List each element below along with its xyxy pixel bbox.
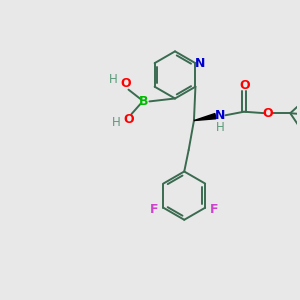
- Text: O: O: [120, 77, 131, 90]
- Text: O: O: [123, 113, 134, 127]
- Text: N: N: [195, 57, 205, 70]
- Text: N: N: [215, 109, 226, 122]
- Text: H: H: [112, 116, 121, 129]
- Text: F: F: [210, 203, 219, 216]
- Text: H: H: [109, 73, 118, 86]
- Text: F: F: [150, 203, 158, 216]
- Text: H: H: [216, 121, 225, 134]
- Polygon shape: [194, 113, 216, 121]
- Text: O: O: [262, 107, 273, 120]
- Text: B: B: [140, 95, 149, 108]
- Text: O: O: [239, 79, 250, 92]
